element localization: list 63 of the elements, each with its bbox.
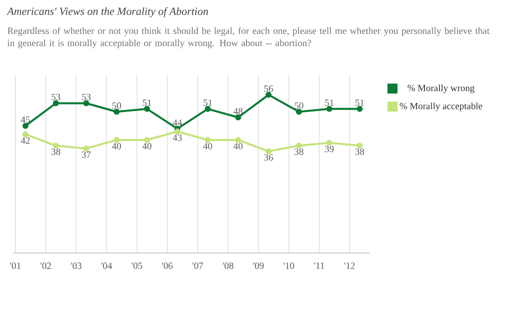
point bbox=[114, 136, 120, 143]
data-label: 40 bbox=[234, 142, 243, 150]
point bbox=[326, 106, 332, 112]
data-label: 50 bbox=[112, 102, 121, 109]
chart-title: Americans' Views on the Morality of Abortion bbox=[6, 7, 208, 18]
point bbox=[356, 142, 363, 149]
point bbox=[235, 114, 242, 120]
data-label: 36 bbox=[264, 154, 273, 161]
data-label: 38 bbox=[52, 148, 60, 156]
point bbox=[296, 142, 302, 149]
point bbox=[52, 142, 59, 149]
data-label: 44 bbox=[172, 119, 182, 126]
data-label: 38 bbox=[355, 148, 364, 156]
data-label: 53 bbox=[82, 94, 91, 100]
data-label: 37 bbox=[82, 151, 91, 158]
x-tick-label: '12 bbox=[344, 262, 355, 269]
point bbox=[266, 148, 272, 154]
data-label: 40 bbox=[112, 142, 121, 150]
point bbox=[144, 106, 150, 112]
data-label: 48 bbox=[234, 108, 243, 114]
x-tick-label: '07 bbox=[192, 262, 204, 269]
data-label: 56 bbox=[264, 85, 273, 92]
x-tick-label: '01 bbox=[10, 262, 20, 269]
data-label: 51 bbox=[142, 100, 152, 106]
data-label: 43 bbox=[172, 134, 182, 141]
data-label: 50 bbox=[294, 102, 304, 109]
data-label: 38 bbox=[294, 148, 304, 156]
point bbox=[326, 140, 332, 146]
point bbox=[174, 128, 180, 135]
point bbox=[235, 136, 242, 143]
data-label: 45 bbox=[20, 116, 30, 123]
x-tick-label: '10 bbox=[284, 262, 294, 269]
data-label: 53 bbox=[52, 94, 60, 100]
x-tick-label: '03 bbox=[71, 262, 82, 269]
point bbox=[266, 92, 272, 98]
legend-label: % Morally acceptable bbox=[400, 102, 482, 112]
x-tick-label: '08 bbox=[222, 262, 234, 269]
x-tick-label: '05 bbox=[132, 262, 142, 269]
point bbox=[204, 136, 211, 143]
point bbox=[22, 122, 28, 129]
point bbox=[83, 100, 90, 106]
x-tick-label: '11 bbox=[314, 262, 324, 269]
data-label: 39 bbox=[325, 146, 334, 152]
point bbox=[356, 106, 363, 112]
point bbox=[144, 136, 150, 143]
point bbox=[83, 145, 90, 152]
chart-subtitle: Regardless of whether or not you think it should be legal, for each one, please tell me whether you personally believe that in general it is morally acceptable or morally wrong. How about -- abortion? bbox=[7, 27, 490, 48]
x-tick-label: '06 bbox=[162, 262, 173, 269]
point bbox=[296, 108, 302, 115]
data-label: 51 bbox=[325, 100, 334, 106]
data-label: 42 bbox=[20, 137, 30, 144]
data-label: 51 bbox=[204, 100, 212, 106]
data-label: 51 bbox=[355, 100, 364, 106]
point bbox=[114, 108, 120, 115]
point bbox=[52, 100, 59, 106]
x-tick-label: '02 bbox=[40, 262, 51, 269]
x-tick-label: '04 bbox=[101, 262, 112, 269]
legend-label: % Morally wrong bbox=[408, 84, 474, 94]
point bbox=[22, 131, 28, 138]
x-tick-label: '09 bbox=[253, 262, 264, 269]
data-label: 40 bbox=[203, 142, 212, 150]
point bbox=[204, 106, 211, 112]
data-label: 40 bbox=[142, 142, 152, 150]
